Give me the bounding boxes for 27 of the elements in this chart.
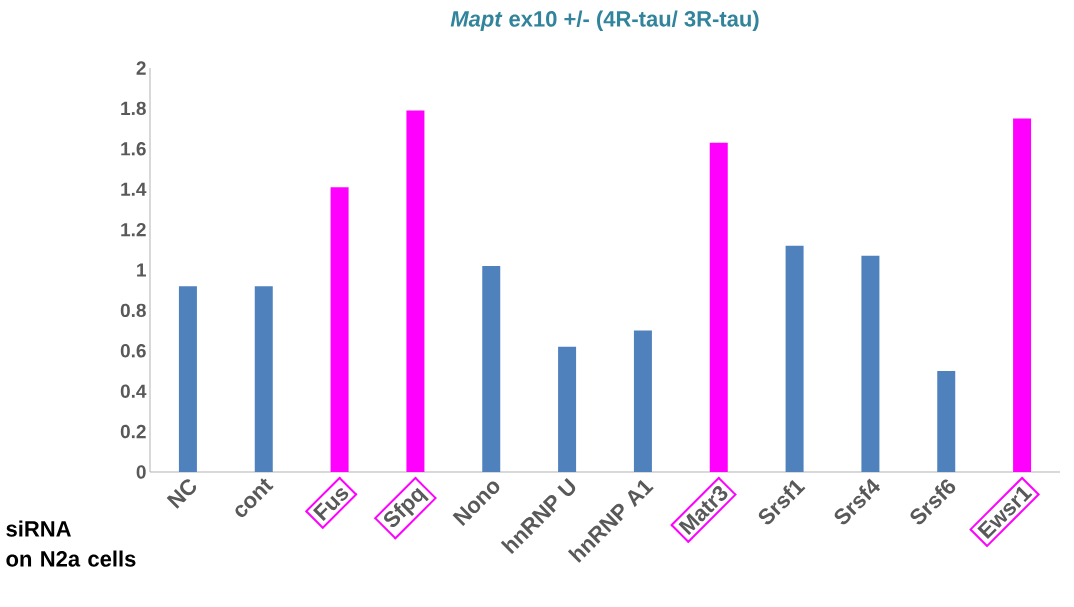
chart-title: Mapt ex10 +/- (4R-tau/ 3R-tau) [450,10,759,32]
y-tick-label: 0.4 [120,384,147,398]
x-tick-label: NC [166,479,197,509]
bar [406,110,425,472]
y-tick-label: 1.6 [121,142,146,156]
y-tick-label: 1.8 [121,101,146,116]
bar [633,330,652,472]
y-tick-label: 2 [136,61,146,75]
bar [785,245,804,472]
bar [330,187,349,472]
bar [558,346,577,472]
bar [254,286,273,472]
bar [709,142,728,472]
bar [178,286,197,472]
bar [861,255,880,472]
bar [482,265,501,472]
x-axis-title: siRNA on N2a cells [6,520,136,567]
y-tick-label: 0.6 [120,344,146,358]
y-tick-label: 1.2 [121,222,146,237]
y-tick-label: 0.8 [120,303,146,318]
bar [1013,118,1032,472]
y-tick-label: 0.2 [120,424,146,439]
y-tick-label: 1.4 [121,182,147,196]
x-tick-label: Fus [312,488,349,521]
bar [937,370,956,472]
y-tick-label: 0 [136,465,146,479]
y-tick-label: 1 [137,263,146,277]
